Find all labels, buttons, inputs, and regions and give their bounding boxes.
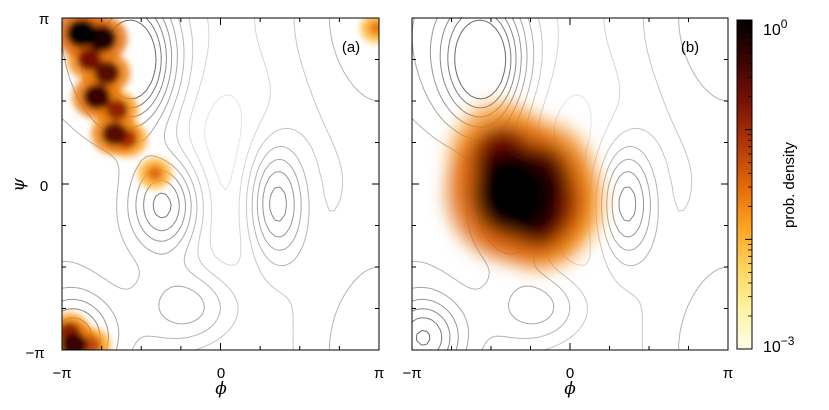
density-core xyxy=(369,20,379,36)
density-core xyxy=(83,84,111,110)
density-core xyxy=(66,19,98,48)
density-map-a xyxy=(62,18,379,350)
colorbar: 100 10−3 prob. density xyxy=(736,17,798,356)
density-core xyxy=(62,332,88,350)
x-tick-label: 0 xyxy=(566,365,574,382)
contour-line xyxy=(62,18,379,350)
ticks-b xyxy=(411,17,729,351)
density-core xyxy=(146,165,164,182)
x-tick-label: 0 xyxy=(217,365,225,382)
panel-b: (b) −π 0 π ϕ xyxy=(402,17,733,399)
density-core xyxy=(101,121,128,146)
x-axis-label: ϕ xyxy=(215,379,227,399)
x-tick-label: −π xyxy=(402,365,421,382)
y-tick-label: 0 xyxy=(40,178,48,195)
contour-line xyxy=(188,18,271,266)
density-core xyxy=(472,147,548,236)
density-map-b xyxy=(447,104,602,270)
y-tick-label: π xyxy=(39,11,49,28)
density-core xyxy=(77,48,102,72)
panel-label-b: (b) xyxy=(681,39,699,56)
colorbar-bottom-label: 10−3 xyxy=(763,334,795,356)
x-tick-label: π xyxy=(374,365,384,382)
contour-line xyxy=(175,18,344,350)
y-axis-label: ψ xyxy=(9,178,29,192)
contour-line xyxy=(416,19,507,346)
colorbar-title: prob. density xyxy=(781,142,798,228)
density-core xyxy=(105,99,129,121)
density-core xyxy=(94,61,120,85)
x-tick-label: −π xyxy=(52,365,71,382)
panel-a: (a) −π 0 π π 0 −π ϕ ψ xyxy=(9,11,384,399)
x-axis-label: ϕ xyxy=(564,379,576,399)
colorbar-top-label: 100 xyxy=(763,17,788,39)
colorbar-frame xyxy=(736,19,753,350)
panel-label-a: (a) xyxy=(342,39,360,56)
ticks-a xyxy=(61,17,380,351)
x-tick-label: π xyxy=(723,365,733,382)
y-tick-label: −π xyxy=(25,345,44,362)
colorbar-ticks xyxy=(745,19,752,350)
colorbar-gradient xyxy=(737,20,752,349)
contour-line xyxy=(204,94,243,191)
